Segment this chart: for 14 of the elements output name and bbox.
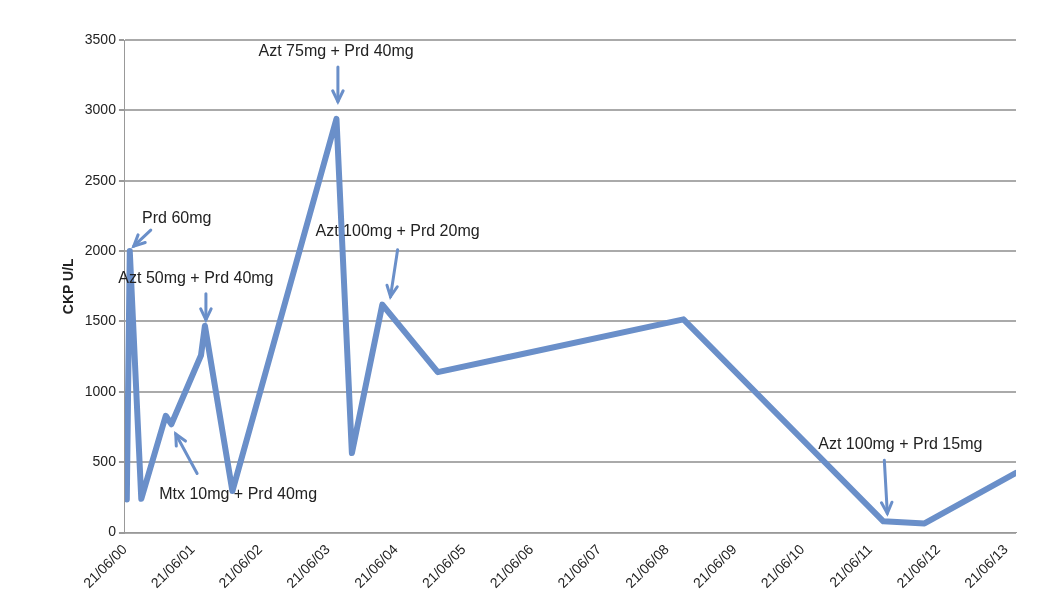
annotation: Mtx 10mg + Prd 40mg — [159, 484, 318, 502]
y-tick-label: 3000 — [84, 101, 117, 118]
annotation: Prd 60mg — [142, 208, 212, 226]
y-tick-label: 500 — [92, 453, 117, 470]
annotation: Azt 75mg + Prd 40mg — [258, 41, 414, 59]
y-tick-label: 2500 — [84, 171, 117, 188]
annotation: Azt 100mg + Prd 20mg — [315, 221, 480, 239]
y-tick-label: 1000 — [84, 382, 117, 399]
y-tick-label: 3500 — [84, 30, 117, 47]
y-tick-label: 0 — [108, 523, 117, 540]
y-axis-title: CKP U/L — [60, 257, 77, 315]
y-tick-label: 1500 — [84, 312, 117, 329]
y-tick-label: 2000 — [84, 241, 117, 258]
annotation: Azt 100mg + Prd 15mg — [818, 434, 983, 452]
